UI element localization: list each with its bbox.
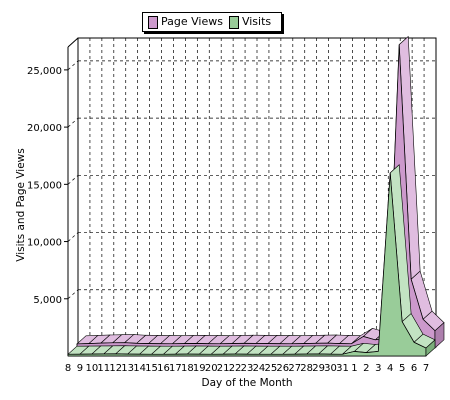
grid-line-depth (67, 60, 79, 71)
series-area (67, 172, 427, 357)
x-tick-label: 12 (109, 363, 122, 374)
x-tick-label: 16 (157, 363, 170, 374)
x-tick-label: 18 (181, 363, 194, 374)
x-tick-label: 21 (217, 363, 230, 374)
x-tick-label: 8 (65, 363, 71, 374)
y-tick-label: 5,000 (33, 295, 62, 306)
x-axis-title: Day of the Month (201, 377, 292, 389)
x-tick-label: 1 (351, 363, 357, 374)
legend-item-page-views: Page Views (148, 13, 223, 31)
grid-line-depth (67, 289, 79, 300)
chart-legend: Page Views Visits (142, 12, 282, 32)
x-tick-label: 13 (121, 363, 134, 374)
x-tick-label: 11 (97, 363, 110, 374)
x-tick-label: 31 (336, 363, 349, 374)
y-tick-label: 15,000 (27, 180, 62, 191)
x-tick-label: 7 (423, 363, 429, 374)
x-tick-label: 24 (253, 363, 266, 374)
legend-swatch-visits (228, 15, 239, 29)
grid-line-depth (67, 117, 79, 128)
x-tick-label: 2 (363, 363, 369, 374)
x-tick-label: 10 (85, 363, 98, 374)
x-tick-label: 5 (399, 363, 405, 374)
chart-grid (64, 37, 437, 357)
x-tick-label: 29 (312, 363, 325, 374)
x-tick-label: 6 (411, 363, 417, 374)
x-tick-label: 19 (193, 363, 206, 374)
x-tick-label: 28 (300, 363, 313, 374)
x-tick-label: 27 (288, 363, 301, 374)
x-tick-label: 20 (205, 363, 218, 374)
legend-swatch-page-views (148, 15, 158, 29)
y-axis-title: Visits and Page Views (15, 148, 27, 261)
x-tick-label: 26 (276, 363, 289, 374)
x-tick-label: 3 (375, 363, 381, 374)
grid-line-depth (67, 175, 79, 185)
series-visits (67, 164, 436, 357)
chart-series-layer (67, 35, 445, 357)
x-tick-label: 25 (264, 363, 277, 374)
series-end-cap (434, 321, 445, 349)
legend-item-visits: Visits (228, 13, 272, 31)
top-left-edge (67, 37, 79, 48)
y-tick-label: 25,000 (27, 66, 62, 77)
grid-line-depth (67, 232, 79, 242)
x-tick-label: 23 (241, 363, 254, 374)
x-tick-label: 9 (77, 363, 83, 374)
x-tick-label: 4 (387, 363, 393, 374)
x-tick-label: 30 (324, 363, 337, 374)
x-tick-label: 17 (169, 363, 182, 374)
legend-label-page-views: Page Views (161, 15, 223, 28)
x-tick-label: 14 (133, 363, 146, 374)
x-tick-label: 15 (145, 363, 158, 374)
y-tick-label: 20,000 (27, 123, 62, 134)
legend-label-visits: Visits (241, 15, 272, 28)
x-tick-label: 22 (229, 363, 242, 374)
y-tick-label: 10,000 (27, 238, 62, 249)
series-end-cap (425, 339, 436, 357)
